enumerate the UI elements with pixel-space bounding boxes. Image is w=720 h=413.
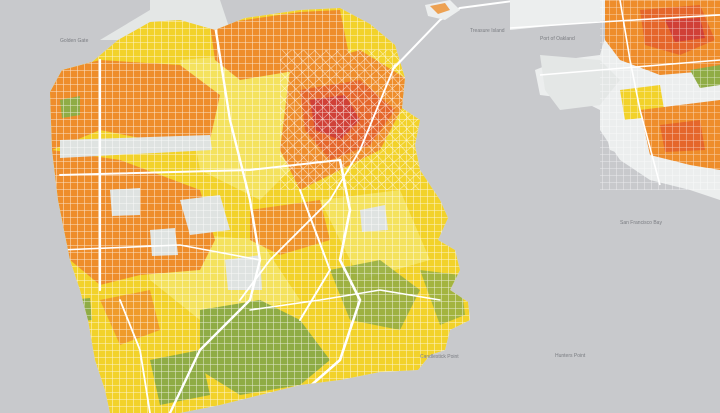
label-candlestick: Candlestick Point bbox=[420, 354, 459, 360]
label-bay: San Francisco Bay bbox=[620, 220, 662, 226]
label-presidio: Golden Gate bbox=[60, 38, 89, 44]
label-treasure: Treasure Island bbox=[470, 28, 505, 34]
oakland-heat bbox=[600, 0, 720, 190]
label-hunters: Hunters Point bbox=[555, 353, 586, 359]
label-port: Port of Oakland bbox=[540, 36, 575, 42]
presidio-land bbox=[100, 0, 230, 40]
heat-layer bbox=[50, 8, 470, 413]
